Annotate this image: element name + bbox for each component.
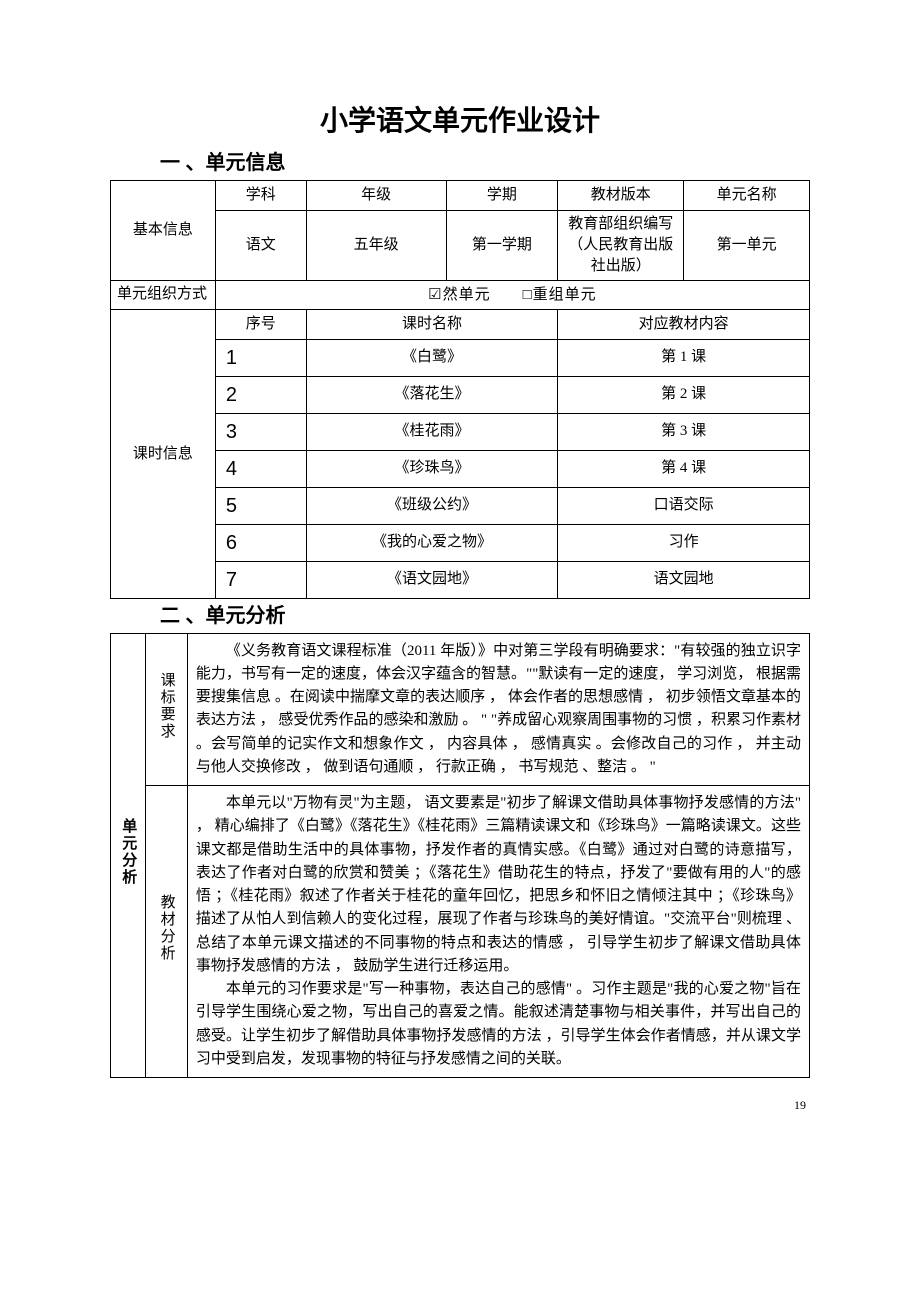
lesson-2-name: 《落花生》 — [306, 376, 558, 413]
analysis-row2-label: 教材分析 — [145, 786, 187, 1078]
hdr-unit: 单元名称 — [684, 181, 810, 211]
section-1-heading: 一 、单元信息 — [160, 148, 810, 178]
val-term: 第一学期 — [446, 210, 558, 280]
analysis-row2-text: 本单元以"万物有灵"为主题， 语文要素是"初步了解课文借助具体事物抒发感情的方法… — [187, 786, 809, 1078]
label-lesson-info: 课时信息 — [111, 310, 216, 599]
unit-analysis-table: 单元分析 课标要求 《义务教育语文课程标准（2011 年版）》中对第三学段有明确… — [110, 633, 810, 1079]
lesson-3-ref: 第 3 课 — [558, 413, 810, 450]
val-unit: 第一单元 — [684, 210, 810, 280]
lesson-6-ref: 习作 — [558, 524, 810, 561]
lesson-6-name: 《我的心爱之物》 — [306, 524, 558, 561]
hdr-grade: 年级 — [306, 181, 446, 211]
lesson-4-n: 4 — [215, 450, 306, 487]
lesson-2-ref: 第 2 课 — [558, 376, 810, 413]
lesson-1-name: 《白鹭》 — [306, 339, 558, 376]
lesson-5-ref: 口语交际 — [558, 487, 810, 524]
hdr-subject: 学科 — [215, 181, 306, 211]
analysis-side-text: 单元分析 — [117, 818, 140, 886]
lesson-7-ref: 语文园地 — [558, 561, 810, 598]
val-textbook: 教育部组织编写（人民教育出版社出版） — [558, 210, 684, 280]
lesson-5-name: 《班级公约》 — [306, 487, 558, 524]
section-2-heading: 二 、单元分析 — [160, 601, 810, 631]
lesson-6-n: 6 — [215, 524, 306, 561]
label-org: 单元组织方式 — [111, 280, 216, 310]
hdr-lesson-name: 课时名称 — [306, 310, 558, 340]
val-subject: 语文 — [215, 210, 306, 280]
val-org: ☑然单元 □重组单元 — [215, 280, 809, 310]
lesson-7-name: 《语文园地》 — [306, 561, 558, 598]
hdr-lesson-ref: 对应教材内容 — [558, 310, 810, 340]
lesson-4-name: 《珍珠鸟》 — [306, 450, 558, 487]
unit-info-table: 基本信息 学科 年级 学期 教材版本 单元名称 语文 五年级 第一学期 教育部组… — [110, 180, 810, 599]
analysis-side-label: 单元分析 — [111, 633, 146, 1078]
lesson-2-n: 2 — [215, 376, 306, 413]
hdr-seq: 序号 — [215, 310, 306, 340]
lesson-5-n: 5 — [215, 487, 306, 524]
page-title: 小学语文单元作业设计 — [110, 100, 810, 142]
lesson-4-ref: 第 4 课 — [558, 450, 810, 487]
lesson-1-n: 1 — [215, 339, 306, 376]
lesson-3-name: 《桂花雨》 — [306, 413, 558, 450]
hdr-term: 学期 — [446, 181, 558, 211]
analysis-row1-text: 《义务教育语文课程标准（2011 年版）》中对第三学段有明确要求："有较强的独立… — [187, 633, 809, 786]
lesson-7-n: 7 — [215, 561, 306, 598]
val-grade: 五年级 — [306, 210, 446, 280]
analysis-row1-label: 课标要求 — [145, 633, 187, 786]
label-basic-info: 基本信息 — [111, 181, 216, 281]
page-number: 19 — [110, 1096, 810, 1114]
hdr-textbook: 教材版本 — [558, 181, 684, 211]
lesson-1-ref: 第 1 课 — [558, 339, 810, 376]
lesson-3-n: 3 — [215, 413, 306, 450]
